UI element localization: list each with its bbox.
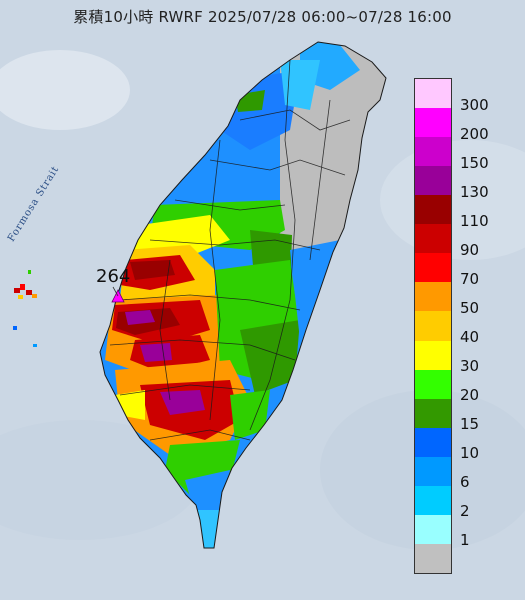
legend-label: 6 [460,473,470,492]
legend-label: 200 [460,124,489,143]
legend-label: 15 [460,415,480,434]
legend-swatch [415,427,451,458]
legend-swatch [415,398,451,429]
legend-label: 10 [460,444,480,463]
legend-swatch [415,79,451,109]
map-title: 累積10小時 RWRF 2025/07/28 06:00~07/28 16:00 [73,8,452,26]
legend-label: 150 [460,153,489,172]
max-rainfall-value: 264 [96,266,131,287]
legend-swatch [415,485,451,516]
legend-swatch [415,282,451,312]
legend-label: 110 [460,211,489,230]
penghu-islands [13,270,37,347]
legend-label: 90 [460,240,480,259]
legend-label: 30 [460,357,480,376]
legend-label: 50 [460,298,480,317]
legend-swatch [415,224,451,254]
rainfall-legend [414,78,452,574]
legend-swatch [415,369,451,400]
legend-label: 40 [460,328,480,346]
legend-label: 300 [460,95,489,114]
legend-label: 20 [460,386,480,405]
legend-label: 1 [460,531,470,550]
legend-label: 70 [460,269,480,288]
legend-swatch [415,166,451,196]
legend-swatch [415,514,451,545]
legend-label: 2 [460,502,470,521]
legend-swatch [415,456,451,487]
legend-swatch [415,253,451,283]
legend-swatch [415,311,451,342]
legend-swatch [415,195,451,225]
legend-swatch [415,543,451,574]
legend-swatch [415,137,451,167]
legend-swatch [415,108,451,138]
legend-swatch [415,340,451,371]
legend-label: 130 [460,182,489,201]
